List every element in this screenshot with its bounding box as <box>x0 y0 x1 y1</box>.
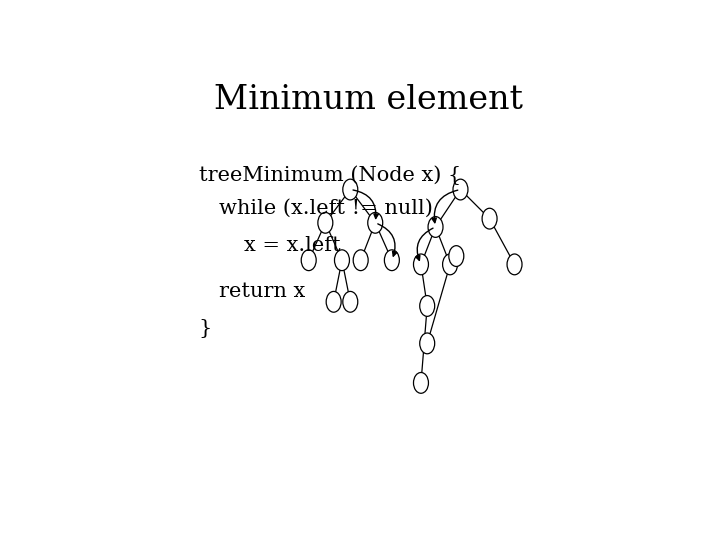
Ellipse shape <box>507 254 522 275</box>
Text: }: } <box>199 319 212 339</box>
Text: x = x.left: x = x.left <box>244 236 341 255</box>
Ellipse shape <box>343 292 358 312</box>
Text: Minimum element: Minimum element <box>215 84 523 116</box>
Text: return x: return x <box>220 282 305 301</box>
Ellipse shape <box>335 250 349 271</box>
Ellipse shape <box>420 295 435 316</box>
Ellipse shape <box>413 254 428 275</box>
Ellipse shape <box>482 208 497 229</box>
Text: while (x.left != null): while (x.left != null) <box>220 199 433 218</box>
Ellipse shape <box>428 217 443 238</box>
Ellipse shape <box>453 179 468 200</box>
Ellipse shape <box>420 333 435 354</box>
Ellipse shape <box>413 373 428 393</box>
Ellipse shape <box>318 212 333 233</box>
Ellipse shape <box>343 179 358 200</box>
Ellipse shape <box>384 250 400 271</box>
Ellipse shape <box>449 246 464 266</box>
Text: treeMinimum (Node x) {: treeMinimum (Node x) { <box>199 165 461 185</box>
Ellipse shape <box>354 250 368 271</box>
Ellipse shape <box>326 292 341 312</box>
Ellipse shape <box>443 254 458 275</box>
Ellipse shape <box>301 250 316 271</box>
Ellipse shape <box>368 212 383 233</box>
